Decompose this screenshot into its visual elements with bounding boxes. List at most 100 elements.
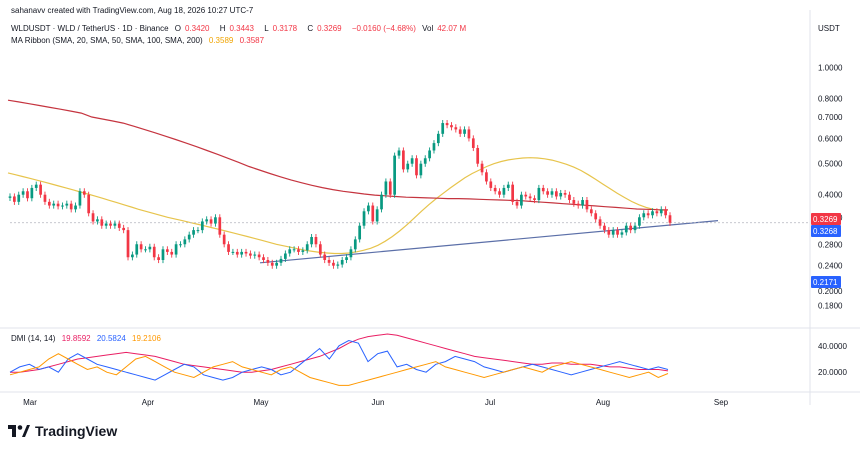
- candle-body: [638, 217, 641, 226]
- candle-body: [240, 251, 244, 255]
- candle-body: [471, 138, 475, 148]
- candle-body: [292, 249, 296, 251]
- candle-body: [266, 260, 270, 263]
- y-tick-label: 0.5000: [818, 160, 843, 169]
- candle-body: [353, 239, 357, 250]
- candle-body: [96, 219, 99, 222]
- candle-body: [139, 244, 143, 250]
- low-label: L: [264, 24, 269, 33]
- candle-body: [122, 227, 125, 231]
- candle-body: [629, 225, 633, 231]
- candle-body: [463, 129, 466, 134]
- candle-body: [541, 187, 545, 192]
- change-value: −0.0160 (−4.68%): [351, 24, 416, 33]
- candle-body: [524, 194, 528, 197]
- candle-body: [624, 225, 628, 233]
- candle-body: [157, 257, 160, 261]
- symbol-label[interactable]: WLDUSDT · WLD / TetherUS · 1D · Binance: [11, 24, 169, 33]
- dmi-minus-value: 19.2106: [132, 334, 161, 343]
- candle-body: [358, 225, 362, 240]
- x-tick-label: Sep: [714, 398, 729, 407]
- candle-body: [655, 211, 659, 214]
- y-tick-label: 0.2000: [818, 287, 843, 296]
- candle-body: [406, 163, 410, 170]
- candle-body: [69, 203, 73, 210]
- candle-body: [572, 200, 576, 204]
- y-tick-label: 0.1800: [818, 302, 843, 311]
- tradingview-logo[interactable]: TradingView: [8, 423, 117, 439]
- candle-body: [244, 251, 248, 254]
- low-value: 0.3178: [272, 24, 298, 33]
- created-by-line: sahanavv created with TradingView.com, A…: [11, 6, 257, 15]
- candle-body: [616, 230, 619, 235]
- candle-body: [87, 194, 91, 214]
- candle-body: [594, 213, 598, 220]
- candle-body: [563, 192, 567, 195]
- candle-body: [279, 258, 283, 263]
- candle-body: [170, 251, 174, 255]
- candle-body: [423, 158, 427, 164]
- candle-body: [179, 244, 182, 246]
- candle-body: [576, 203, 580, 206]
- candle-body: [144, 249, 147, 251]
- candle-body: [126, 230, 130, 258]
- candle-body: [489, 181, 493, 188]
- candle-body: [113, 223, 117, 226]
- ma-ribbon-label[interactable]: MA Ribbon (SMA, 20, SMA, 50, SMA, 100, S…: [11, 36, 203, 45]
- y-tick-label: 0.2400: [818, 262, 843, 271]
- candle-body: [537, 187, 541, 201]
- currency-label: USDT: [818, 24, 840, 33]
- price-label-value: 0.2171: [813, 278, 838, 287]
- x-tick-label: Aug: [596, 398, 610, 407]
- candle-body: [458, 129, 462, 134]
- candle-body: [555, 191, 558, 197]
- candle-body: [318, 244, 322, 255]
- y-tick-label: 1.0000: [818, 63, 843, 72]
- candle-body: [104, 223, 108, 226]
- candle-body: [611, 230, 615, 235]
- volume-label: Vol: [422, 24, 434, 33]
- candle-body: [82, 191, 86, 195]
- candle-body: [515, 201, 519, 206]
- brand-name: TradingView: [35, 423, 118, 439]
- candle-body: [371, 205, 375, 222]
- candle-body: [30, 187, 34, 199]
- ma200-line: [7, 99, 669, 211]
- y-tick-label: 0.7000: [818, 113, 843, 122]
- candle-body: [375, 209, 379, 222]
- candle-body: [152, 246, 156, 258]
- created-by-text: sahanavv created with TradingView.com, A…: [11, 6, 254, 15]
- candle-body: [161, 249, 165, 261]
- candle-body: [270, 262, 274, 266]
- candle-body: [200, 221, 204, 231]
- candle-body: [450, 125, 453, 128]
- candle-body: [367, 205, 370, 212]
- y-tick-label: 0.8000: [818, 94, 843, 103]
- candle-body: [336, 264, 340, 266]
- candle-body: [467, 129, 471, 139]
- candle-body: [349, 249, 353, 258]
- candle-body: [415, 158, 418, 176]
- dmi-y-tick-label: 40.0000: [818, 342, 847, 351]
- candle-body: [61, 205, 64, 207]
- y-tick-label: 0.2800: [818, 240, 843, 249]
- dmi-label[interactable]: DMI (14, 14): [11, 334, 56, 343]
- open-value: 0.3420: [185, 24, 210, 33]
- high-label: H: [219, 24, 226, 33]
- candle-body: [533, 198, 536, 201]
- candle-body: [43, 194, 47, 202]
- candle-body: [419, 163, 423, 176]
- candle-body: [441, 123, 445, 134]
- candle-body: [301, 250, 305, 252]
- candle-body: [39, 184, 42, 195]
- candle-body: [659, 209, 663, 214]
- price-label-value: 0.3269: [813, 215, 838, 224]
- x-tick-label: Jul: [485, 398, 495, 407]
- price-label-box: [811, 213, 841, 225]
- candle-body: [585, 200, 589, 210]
- candle-body: [550, 191, 554, 195]
- candle-body: [257, 254, 261, 258]
- candle-body: [314, 237, 318, 245]
- candle-body: [165, 249, 169, 252]
